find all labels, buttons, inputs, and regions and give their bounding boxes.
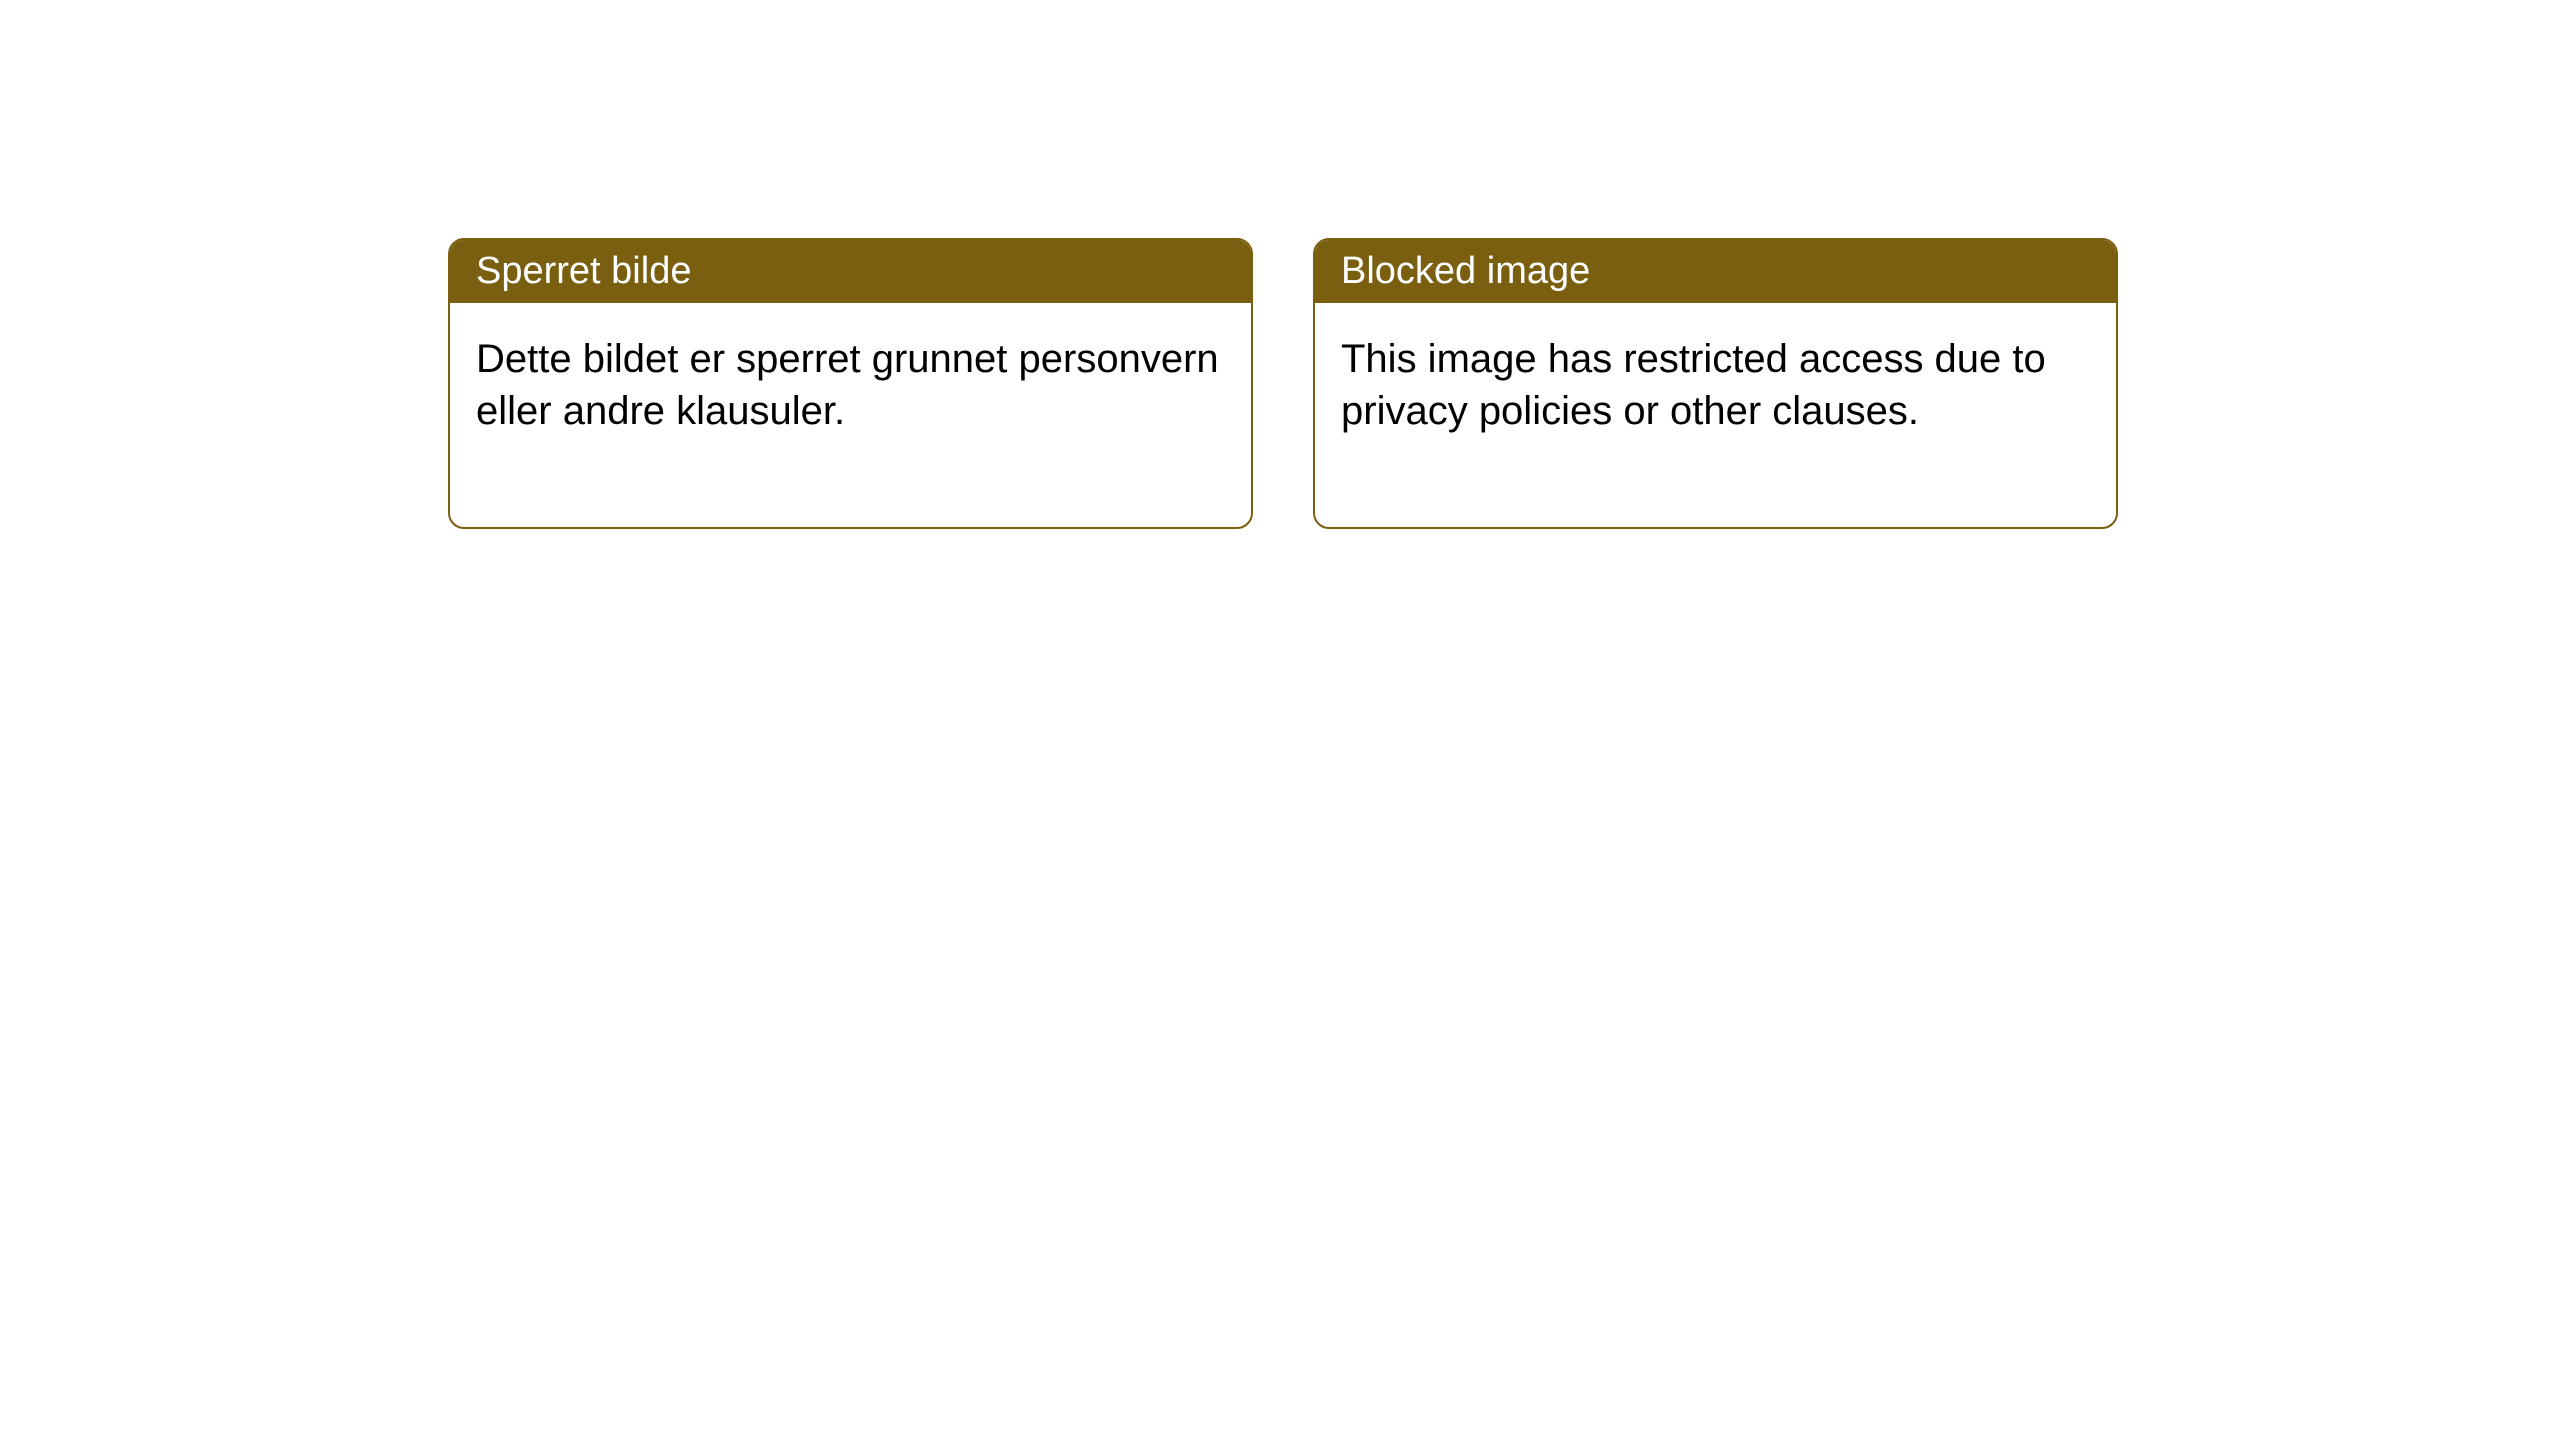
- notice-container: Sperret bilde Dette bildet er sperret gr…: [0, 0, 2560, 529]
- notice-title: Blocked image: [1341, 250, 1590, 292]
- notice-body: Dette bildet er sperret grunnet personve…: [450, 303, 1251, 527]
- notice-body: This image has restricted access due to …: [1315, 303, 2116, 527]
- notice-message: Dette bildet er sperret grunnet personve…: [476, 337, 1219, 433]
- notice-header: Blocked image: [1315, 240, 2116, 303]
- notice-card-norwegian: Sperret bilde Dette bildet er sperret gr…: [448, 238, 1253, 529]
- notice-title: Sperret bilde: [476, 250, 691, 292]
- notice-message: This image has restricted access due to …: [1341, 337, 2046, 433]
- notice-header: Sperret bilde: [450, 240, 1251, 303]
- notice-card-english: Blocked image This image has restricted …: [1313, 238, 2118, 529]
